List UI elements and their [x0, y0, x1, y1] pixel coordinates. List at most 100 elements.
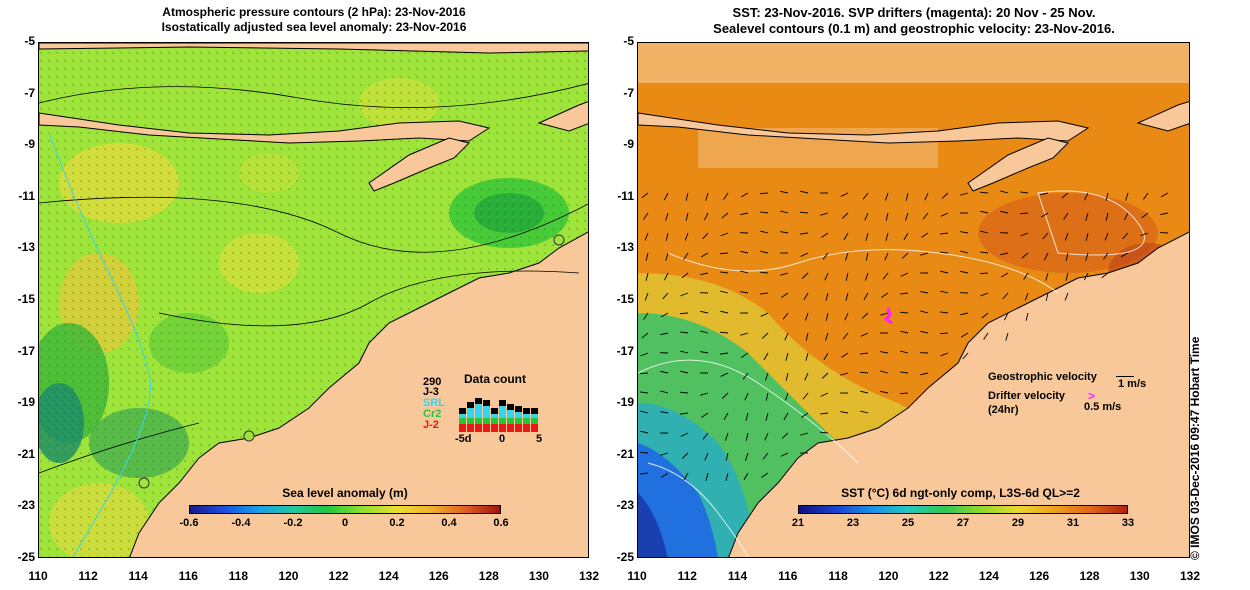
latitude-tick-label: -23	[17, 498, 35, 513]
velocity-arrow	[704, 452, 709, 461]
velocity-arrow	[639, 451, 649, 454]
velocity-arrow	[744, 452, 749, 461]
velocity-arrow	[720, 310, 729, 314]
sea-level-anomaly-map: Data count 290 J-3 SRL Cr2 J-2 -5d 0 5 S…	[38, 42, 589, 558]
velocity-arrow	[719, 252, 729, 255]
velocity-arrow	[1103, 252, 1109, 260]
velocity-arrow	[940, 232, 949, 235]
legend-series-cr2: Cr2	[423, 408, 442, 420]
velocity-arrow	[745, 412, 749, 421]
velocity-arrow	[683, 472, 689, 481]
data-count-bar-segment	[515, 406, 522, 412]
velocity-arrow	[780, 272, 789, 276]
data-count-xlabel-zero: 0	[499, 433, 506, 445]
velocity-arrow	[962, 352, 969, 360]
velocity-arrow	[821, 232, 829, 238]
velocity-arrow	[720, 232, 729, 237]
velocity-arrow	[1023, 272, 1029, 280]
velocity-arrow	[800, 432, 809, 436]
velocity-arrow	[905, 192, 909, 201]
longitude-tick-label: 110	[28, 569, 48, 583]
velocity-arrow	[800, 190, 809, 194]
data-count-bar-segment	[523, 414, 530, 418]
longitude-tick-label: 122	[928, 569, 949, 583]
velocity-arrow	[1020, 232, 1029, 237]
velocity-arrow	[705, 472, 709, 481]
velocity-arrow	[840, 372, 849, 376]
geostrophic-velocity-arrows	[639, 190, 1169, 481]
velocity-arrow	[920, 252, 929, 256]
velocity-arrow	[1123, 212, 1129, 221]
velocity-arrow	[782, 312, 789, 320]
velocity-arrow	[640, 430, 649, 434]
velocity-arrow	[801, 272, 809, 279]
velocity-arrow	[1020, 191, 1029, 194]
velocity-arrow	[743, 472, 749, 481]
velocity-arrow	[720, 290, 729, 294]
velocity-arrow	[781, 432, 789, 439]
velocity-arrow	[680, 292, 689, 297]
velocity-arrow	[900, 371, 909, 374]
velocity-arrow	[1005, 332, 1009, 341]
velocity-arrow	[1084, 192, 1089, 201]
velocity-arrow	[1143, 192, 1149, 200]
data-count-bar-segment	[467, 402, 474, 408]
velocity-arrow	[900, 350, 909, 354]
velocity-arrow	[924, 192, 929, 201]
velocity-arrow	[1085, 252, 1089, 261]
velocity-arrow	[861, 312, 869, 319]
longitude-tick-label: 128	[1079, 569, 1100, 583]
data-count-bar-segment	[459, 424, 466, 432]
velocity-arrow	[704, 212, 709, 221]
latitude-tick-label: -25	[17, 550, 35, 564]
drifter-scale-arrow: >	[1088, 389, 1096, 403]
longitude-tick-label: 130	[1129, 569, 1150, 583]
velocity-arrow	[661, 472, 669, 478]
velocity-arrow	[862, 192, 869, 200]
drifter-velocity-scale: 0.5 m/s	[1084, 401, 1122, 413]
latitude-tick-label: -11	[18, 188, 35, 203]
longitude-tick-label: 120	[878, 569, 899, 583]
velocity-arrow	[1083, 272, 1089, 281]
velocity-arrow	[940, 212, 949, 217]
timor-island	[368, 137, 470, 192]
velocity-arrow	[640, 391, 649, 394]
velocity-arrow	[843, 232, 849, 241]
sst-colorbar	[798, 505, 1128, 514]
velocity-arrow	[899, 392, 909, 395]
latitude-tick-label: -15	[17, 292, 35, 306]
velocity-arrow	[884, 252, 889, 261]
velocity-arrow	[705, 192, 709, 201]
velocity-arrow	[920, 310, 929, 314]
data-count-bar-segment	[475, 424, 482, 432]
data-count-bar-segment	[499, 400, 506, 406]
velocity-arrow	[941, 192, 949, 199]
velocity-arrow	[844, 312, 849, 321]
velocity-arrow	[920, 330, 929, 334]
velocity-arrow	[960, 231, 969, 234]
data-count-xlabel-start: -5d	[455, 433, 472, 445]
longitude-tick-label: 116	[178, 569, 198, 583]
drifter-period-label: (24hr)	[988, 404, 1019, 416]
velocity-arrow	[762, 452, 769, 460]
velocity-arrow	[864, 212, 869, 221]
velocity-arrow	[740, 250, 749, 254]
longitude-tick-label: 126	[428, 569, 449, 583]
velocity-arrow	[680, 350, 689, 354]
velocity-arrow	[840, 192, 849, 197]
velocity-arrow	[1160, 192, 1169, 198]
velocity-arrow	[740, 332, 749, 336]
velocity-arrow	[745, 432, 749, 441]
data-count-bar-segment	[467, 424, 474, 432]
data-count-bar-segment	[523, 424, 530, 432]
velocity-arrow	[662, 292, 669, 300]
velocity-arrow	[763, 352, 769, 361]
velocity-arrow	[1085, 232, 1089, 241]
velocity-arrow	[760, 211, 769, 214]
data-count-bar-segment	[459, 408, 466, 414]
right-title-line2: Sealevel contours (0.1 m) and geostrophi…	[713, 21, 1115, 36]
velocity-arrow	[802, 392, 809, 400]
velocity-arrow	[680, 432, 689, 437]
right-map-title: SST: 23-Nov-2016. SVP drifters (magenta)…	[638, 5, 1190, 37]
velocity-arrow	[702, 232, 709, 240]
